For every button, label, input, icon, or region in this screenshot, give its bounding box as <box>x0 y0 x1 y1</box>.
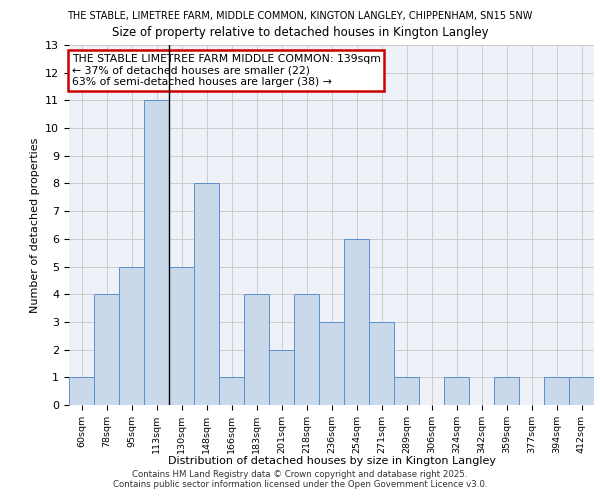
Bar <box>94 294 119 405</box>
Bar <box>219 378 244 405</box>
Bar <box>269 350 294 405</box>
Bar <box>69 378 94 405</box>
Bar <box>369 322 394 405</box>
Text: THE STABLE, LIMETREE FARM, MIDDLE COMMON, KINGTON LANGLEY, CHIPPENHAM, SN15 5NW: THE STABLE, LIMETREE FARM, MIDDLE COMMON… <box>67 12 533 22</box>
Bar <box>494 378 519 405</box>
Bar <box>569 378 594 405</box>
Bar <box>394 378 419 405</box>
Text: Contains HM Land Registry data © Crown copyright and database right 2025.
Contai: Contains HM Land Registry data © Crown c… <box>113 470 487 489</box>
Bar <box>244 294 269 405</box>
Text: THE STABLE LIMETREE FARM MIDDLE COMMON: 139sqm
← 37% of detached houses are smal: THE STABLE LIMETREE FARM MIDDLE COMMON: … <box>71 54 380 87</box>
Bar <box>544 378 569 405</box>
Bar <box>144 100 169 405</box>
Y-axis label: Number of detached properties: Number of detached properties <box>29 138 40 312</box>
Bar <box>119 266 144 405</box>
Bar <box>294 294 319 405</box>
Text: Size of property relative to detached houses in Kington Langley: Size of property relative to detached ho… <box>112 26 488 39</box>
Bar <box>194 184 219 405</box>
Bar <box>319 322 344 405</box>
X-axis label: Distribution of detached houses by size in Kington Langley: Distribution of detached houses by size … <box>167 456 496 466</box>
Bar <box>344 239 369 405</box>
Bar <box>169 266 194 405</box>
Bar <box>444 378 469 405</box>
